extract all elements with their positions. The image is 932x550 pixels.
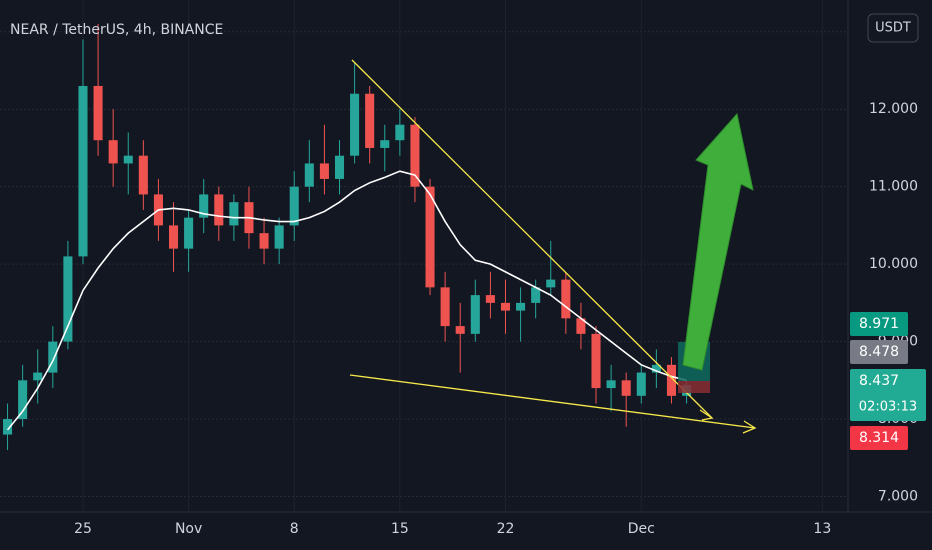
candle-body [455, 326, 465, 334]
candle-body [666, 364, 676, 396]
candle-body [606, 380, 616, 389]
candle-body [334, 155, 345, 179]
candle-body [18, 380, 28, 420]
marks [3, 24, 692, 451]
countdown: 02:03:13 [859, 400, 917, 415]
candle-body [199, 194, 209, 218]
x-tick-label: 13 [813, 521, 831, 537]
candle-body [500, 302, 511, 311]
candle-body [350, 93, 360, 156]
y-tick-label: 12.000 [869, 101, 918, 117]
candle-body [108, 140, 118, 164]
candle-body [561, 279, 571, 319]
candle-body [576, 318, 586, 334]
candle-body [636, 372, 646, 396]
price-badge-label: 8.478 [859, 344, 899, 360]
candle-body [229, 202, 239, 226]
stop-zone [678, 381, 710, 393]
candle-body [93, 85, 103, 141]
candle-body [304, 163, 314, 187]
candle-body [410, 124, 420, 187]
price-badge [850, 369, 926, 421]
candle-body [78, 85, 88, 257]
x-tick-label: 25 [74, 521, 92, 537]
candle-body [621, 380, 631, 396]
trend-line [349, 374, 756, 429]
candle-body [168, 225, 179, 249]
candle-body [63, 256, 73, 342]
candle-body [184, 217, 194, 249]
price-badge [850, 312, 908, 336]
candle-body [319, 163, 329, 179]
candle-body [274, 225, 284, 249]
x-tick-label: Nov [175, 521, 202, 537]
moving-average [6, 170, 687, 431]
y-tick-label: 10.000 [869, 256, 918, 272]
trend-line [351, 59, 713, 419]
price-axis [848, 0, 932, 550]
candle-body [380, 140, 390, 148]
candle-body [395, 124, 405, 141]
price-badge [850, 426, 908, 450]
x-tick-label: Dec [628, 521, 655, 537]
currency-label: USDT [875, 21, 911, 36]
x-tick-label: 15 [391, 521, 409, 537]
price-badge-label: 8.437 [859, 373, 899, 389]
candle-body [138, 155, 148, 195]
drawings [349, 59, 757, 434]
x-tick-label: 8 [290, 521, 299, 537]
candle-body [516, 302, 526, 311]
price-badge [850, 340, 908, 364]
up-arrow [682, 112, 754, 371]
candle-body [546, 279, 556, 288]
candle-body [531, 287, 541, 303]
candle-body [289, 186, 299, 226]
candle-body [651, 364, 661, 373]
candle-body [365, 93, 375, 148]
price-badges: 8.971 8.478 8.437 02:03:13 8.314 [850, 312, 926, 450]
trend-arrowhead [742, 420, 757, 434]
y-tick-label: 7.000 [878, 489, 918, 505]
candle-body [485, 295, 495, 303]
chart-title: NEAR / TetherUS, 4h, BINANCE [10, 22, 223, 38]
price-badge-label: 8.314 [859, 430, 899, 446]
x-tick-label: 22 [497, 521, 515, 537]
candle-body [259, 233, 269, 249]
candle-body [440, 287, 450, 327]
candle-body [425, 186, 435, 288]
candle-body [48, 341, 58, 373]
candle-body [123, 155, 133, 164]
candle-body [591, 333, 601, 389]
y-tick-label: 11.000 [869, 179, 918, 195]
candle-body [470, 295, 480, 334]
trend-arrowhead [699, 409, 714, 421]
candle-body [3, 419, 13, 435]
candle-body [33, 372, 43, 381]
candle-body [214, 194, 224, 226]
price-badge-label: 8.971 [859, 316, 899, 332]
currency-button[interactable] [867, 13, 919, 43]
